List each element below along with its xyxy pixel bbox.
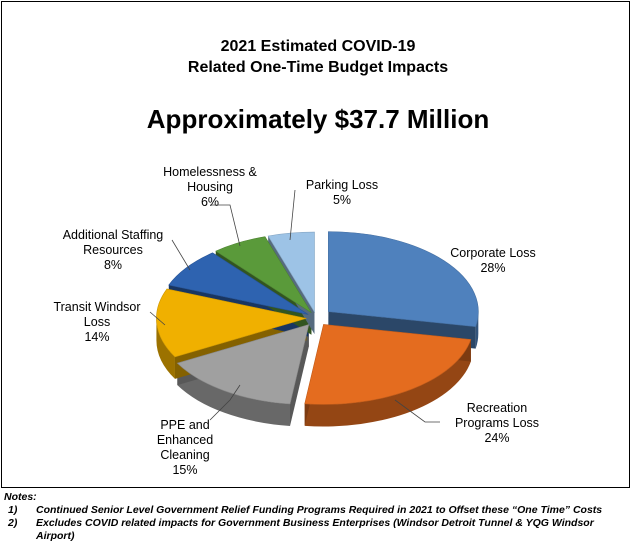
note-2-text-cont: Airport) (36, 530, 75, 542)
data-label-name: Housing (187, 180, 233, 194)
data-label-name: Loss (84, 315, 110, 329)
data-label-name: Resources (83, 243, 143, 257)
pie-slice-ppe-and-enhanced-cleaning (176, 324, 310, 405)
data-label-name: Transit Windsor (53, 300, 140, 314)
leader-line (171, 239, 191, 271)
chart-title-line-2: Related One-Time Budget Impacts (188, 59, 448, 76)
pie-slice-transit-windsor-loss (156, 288, 307, 358)
data-label-name: Programs Loss (455, 416, 539, 430)
data-label-name: Recreation (467, 401, 527, 415)
chart-frame (1, 1, 630, 488)
data-label-percent: 28% (480, 261, 505, 275)
leader-line (209, 384, 241, 421)
chart-subtitle: Approximately $37.7 Million (147, 104, 489, 134)
pie-slice-wall (475, 311, 479, 349)
data-label-name: Corporate Loss (450, 246, 535, 260)
chart-title-line-1: 2021 Estimated COVID-19 (221, 38, 416, 55)
note-2: 2) Excludes COVID related impacts for Go… (4, 517, 633, 545)
pie-chart: 2021 Estimated COVID-19 Related One-Time… (53, 38, 539, 477)
pie-slice-corporate-loss (328, 231, 479, 327)
data-label-percent: 24% (484, 431, 509, 445)
data-label-name: PPE and (160, 418, 209, 432)
data-label-percent: 15% (172, 463, 197, 477)
pie-slice-recreation-programs-loss (304, 324, 472, 405)
pie-slice-side (290, 324, 309, 426)
leader-line (394, 399, 440, 423)
note-1-number: 1) (8, 504, 18, 516)
note-1: 1) Continued Senior Level Government Rel… (4, 504, 633, 518)
data-label-name: Parking Loss (306, 178, 378, 192)
note-2-number: 2) (8, 517, 18, 529)
leader-line (289, 189, 296, 241)
data-label-name: Enhanced (157, 433, 213, 447)
data-label-percent: 8% (104, 258, 122, 272)
data-label-name: Homelessness & (163, 165, 257, 179)
note-2-text: Excludes COVID related impacts for Gover… (36, 517, 594, 529)
leader-line (210, 204, 241, 247)
pie-slice-additional-staffing-resources (168, 252, 309, 315)
notes-heading: Notes: (4, 491, 37, 503)
data-label-name: Cleaning (160, 448, 209, 462)
pie-slice-wall (156, 318, 175, 379)
data-label-name: Additional Staffing (63, 228, 164, 242)
leader-line (149, 311, 166, 326)
data-label-percent: 14% (84, 330, 109, 344)
data-label-percent: 5% (333, 193, 351, 207)
pie-slice-wall (304, 339, 471, 427)
data-label-percent: 6% (201, 195, 219, 209)
note-1-text: Continued Senior Level Government Relief… (36, 504, 603, 516)
